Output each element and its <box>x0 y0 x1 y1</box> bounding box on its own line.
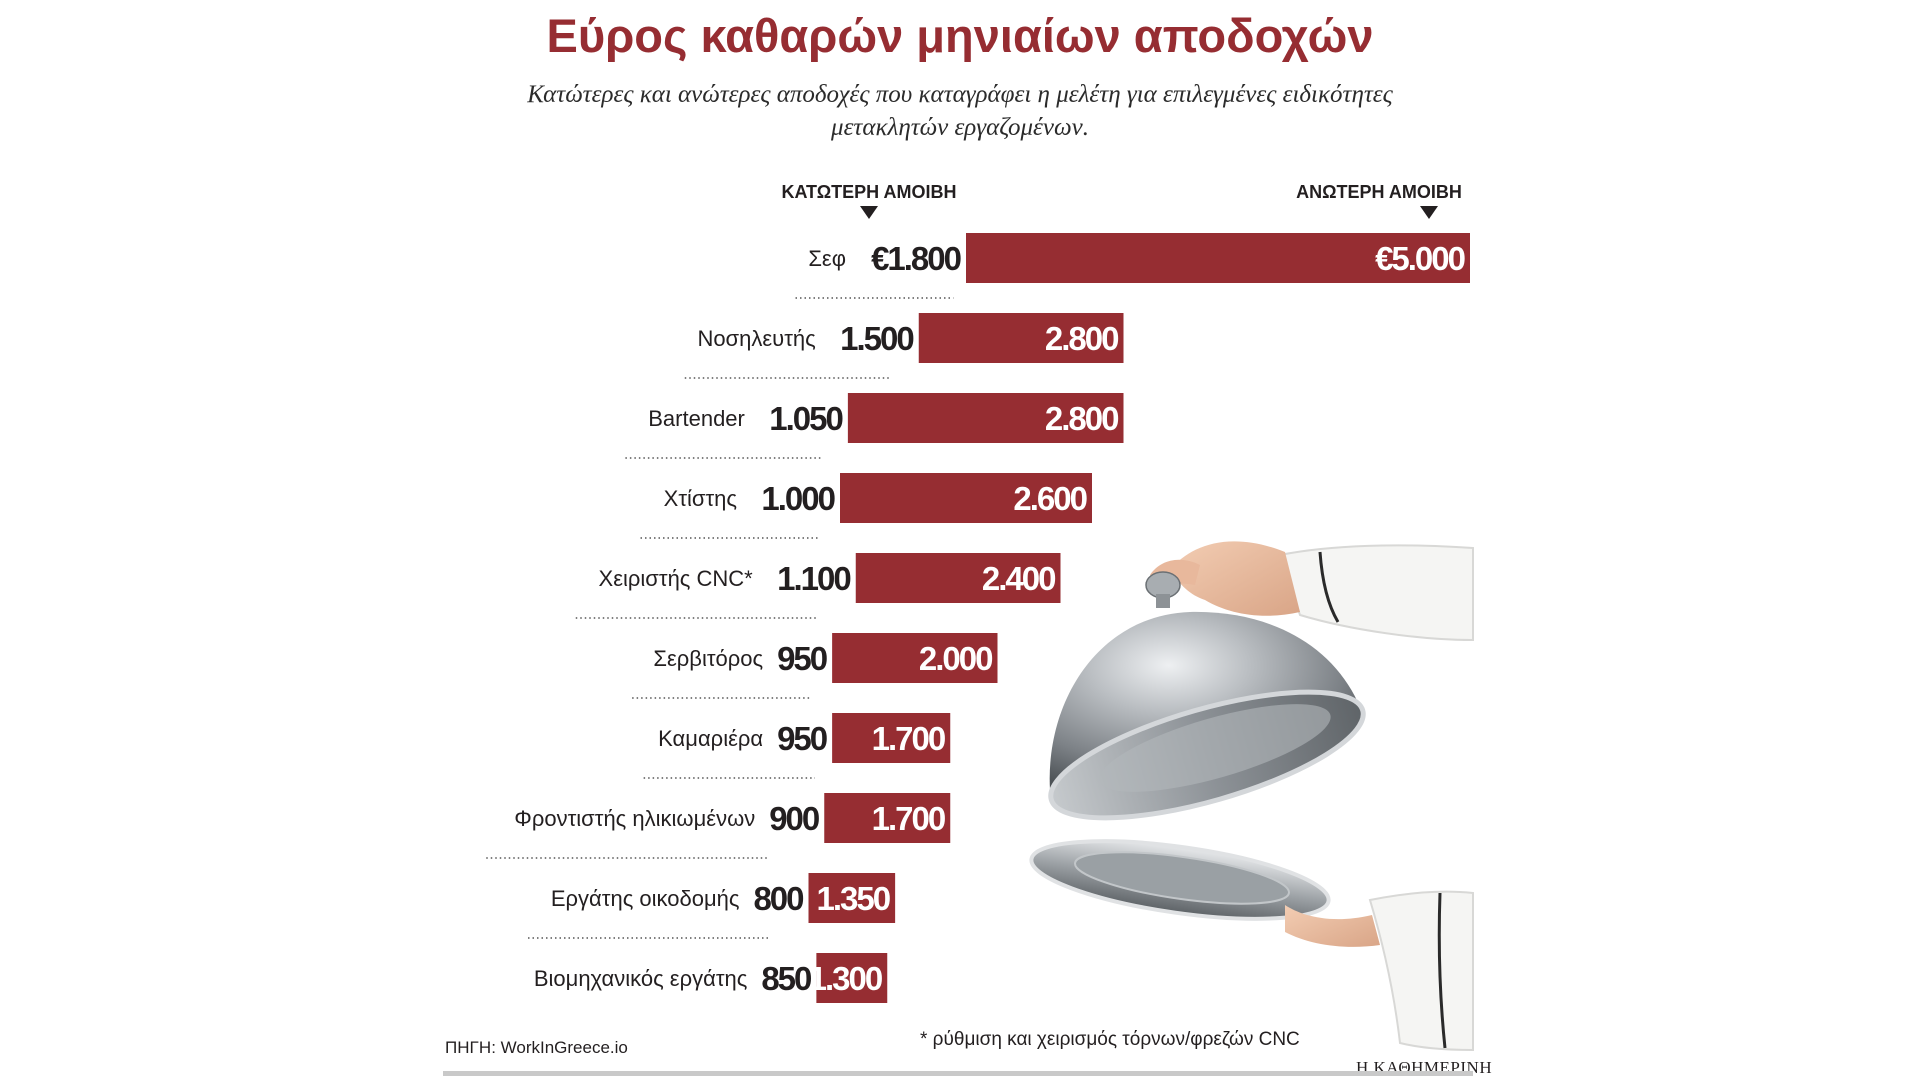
high-value-label: 2.000 <box>919 640 992 677</box>
high-value-label: 1.350 <box>817 880 890 917</box>
range-bar <box>918 313 1124 363</box>
low-value-label: 1.500 <box>840 320 913 357</box>
footnote: * ρύθμιση και χειρισμός τόρνων/φρεζών CN… <box>920 1029 1300 1050</box>
category-label: Καμαριέρα <box>658 726 763 751</box>
high-value-label: 1.300 <box>809 960 882 997</box>
low-value-label: €1.800 <box>871 240 961 277</box>
high-value-label: 1.700 <box>872 800 945 837</box>
category-label: Νοσηλευτής <box>697 326 815 351</box>
high-value-label: 1.700 <box>872 720 945 757</box>
category-label: Βιομηχανικός εργάτης <box>534 966 748 991</box>
low-value-label: 800 <box>753 880 803 917</box>
range-bar <box>832 713 951 763</box>
chart-subtitle: Κατώτερες και ανώτερες αποδοχές που κατα… <box>527 81 1393 141</box>
category-label: Bartender <box>648 406 745 431</box>
range-bar <box>847 393 1124 443</box>
hand-lifting-silver-cloche-icon <box>1029 541 1474 1052</box>
chart-title: Εύρος καθαρών μηνιαίων αποδοχών <box>546 9 1374 62</box>
low-header-arrow-icon <box>860 206 878 219</box>
range-bar <box>832 633 998 683</box>
category-label: Σερβιτόρος <box>653 646 763 671</box>
high-value-label: 2.600 <box>1013 480 1086 517</box>
high-value-header: ΑΝΩΤΕΡΗ ΑΜΟΙΒΗ <box>1296 182 1462 202</box>
range-bar <box>824 793 951 843</box>
high-value-label: €5.000 <box>1375 240 1465 277</box>
low-value-header: ΚΑΤΩΤΕΡΗ ΑΜΟΙΒΗ <box>782 182 957 202</box>
low-value-label: 1.050 <box>769 400 842 437</box>
low-value-label: 950 <box>777 720 827 757</box>
low-value-label: 950 <box>777 640 827 677</box>
high-value-label: 2.800 <box>1045 400 1118 437</box>
category-label: Σεφ <box>808 246 846 271</box>
range-bar <box>816 953 888 1003</box>
range-bar <box>808 873 896 923</box>
high-header-arrow-icon <box>1420 206 1438 219</box>
category-label: Χειριστής CNC* <box>599 566 754 591</box>
low-value-label: 1.000 <box>761 480 834 517</box>
low-value-label: 850 <box>761 960 811 997</box>
range-bar <box>855 553 1061 603</box>
bottom-rule <box>443 1071 1473 1076</box>
high-value-label: 2.800 <box>1045 320 1118 357</box>
high-value-label: 2.400 <box>982 560 1055 597</box>
low-value-label: 1.100 <box>777 560 850 597</box>
range-bar <box>840 473 1092 523</box>
source-note: ΠΗΓΗ: WorkInGreece.io <box>445 1038 628 1057</box>
range-bar <box>966 233 1470 283</box>
low-value-label: 900 <box>769 800 819 837</box>
category-label: Φροντιστής ηλικιωμένων <box>514 806 755 831</box>
category-label: Εργάτης οικοδομής <box>551 886 740 911</box>
category-label: Χτίστης <box>664 486 737 511</box>
